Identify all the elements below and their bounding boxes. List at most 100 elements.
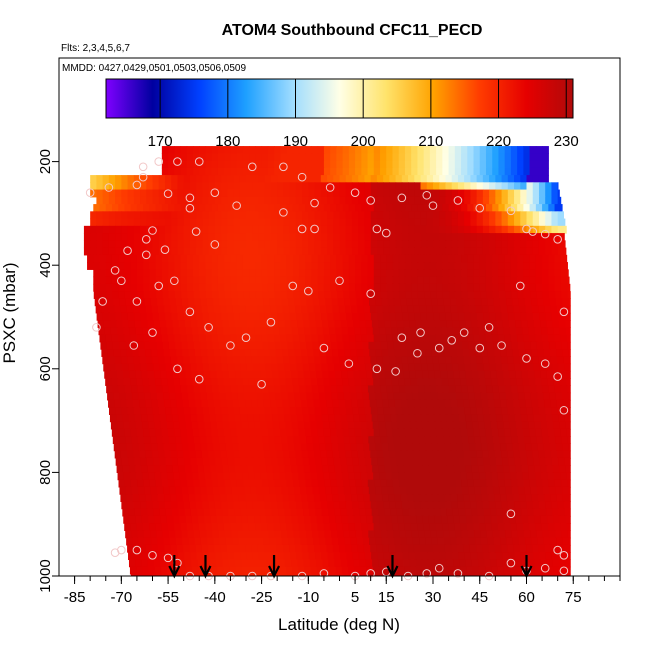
heatmap-cell: [376, 544, 384, 553]
heatmap-cell: [547, 421, 555, 430]
heatmap-cell: [346, 414, 354, 423]
heatmap-cell: [160, 465, 168, 473]
heatmap-cell: [311, 204, 319, 212]
heatmap-cell: [186, 262, 194, 270]
heatmap-cell: [193, 385, 201, 394]
heatmap-cell: [96, 218, 104, 227]
heatmap-cell: [216, 515, 224, 524]
heatmap-cell: [161, 276, 169, 285]
heatmap-cell: [497, 566, 505, 575]
heatmap-cell: [503, 566, 511, 575]
heatmap-cell: [568, 392, 571, 401]
heatmap-cell: [233, 189, 241, 198]
heatmap-cell: [260, 566, 268, 575]
heatmap-cell: [124, 385, 132, 394]
heatmap-cell: [185, 421, 193, 430]
heatmap-cell: [208, 196, 216, 205]
heatmap-cell: [286, 283, 294, 292]
heatmap-cell: [392, 334, 400, 343]
heatmap-cell: [491, 472, 499, 481]
heatmap-cell: [544, 544, 552, 553]
heatmap-cell: [219, 349, 227, 357]
heatmap-cell: [428, 515, 436, 524]
heatmap-cell: [349, 530, 357, 539]
heatmap-cell: [316, 327, 324, 336]
heatmap-cell: [559, 465, 566, 473]
heatmap-cell: [459, 559, 467, 568]
heatmap-cell: [325, 392, 333, 401]
heatmap-cell: [472, 515, 480, 524]
heatmap-cell: [162, 479, 169, 488]
heatmap-cell: [308, 182, 316, 191]
heatmap-cell: [263, 305, 271, 314]
heatmap-cell: [294, 486, 301, 495]
heatmap-cell: [551, 247, 559, 256]
heatmap-cell: [133, 407, 141, 415]
heatmap-cell: [291, 559, 298, 568]
x-tick-label: -40: [204, 589, 226, 606]
heatmap-cell: [436, 291, 444, 299]
heatmap-cell: [467, 167, 475, 176]
heatmap-cell: [214, 501, 222, 510]
heatmap-cell: [148, 515, 156, 524]
heatmap-cell: [118, 334, 125, 343]
heatmap-cell: [557, 450, 565, 459]
heatmap-cell: [395, 450, 403, 459]
heatmap-cell: [434, 414, 441, 423]
heatmap-cell: [177, 196, 185, 205]
heatmap-cell: [561, 436, 569, 444]
heatmap-cell: [212, 486, 220, 495]
heatmap-cell: [503, 465, 510, 473]
heatmap-cell: [429, 523, 437, 532]
heatmap-cell: [467, 153, 475, 162]
heatmap-cell: [383, 189, 390, 198]
heatmap-cell: [115, 182, 122, 191]
heatmap-cell: [320, 247, 328, 256]
heatmap-cell: [369, 494, 377, 503]
heatmap-cell: [214, 175, 222, 183]
x-tick-label: -10: [297, 589, 319, 606]
heatmap-cell: [517, 283, 524, 292]
heatmap-cell: [423, 283, 431, 292]
heatmap-cell: [301, 544, 309, 553]
heatmap-cell: [105, 334, 113, 343]
heatmap-cell: [341, 327, 349, 336]
heatmap-cell: [348, 472, 356, 481]
heatmap-cell: [304, 566, 312, 575]
heatmap-cell: [426, 305, 433, 314]
heatmap-cell: [302, 240, 309, 249]
heatmap-cell: [566, 327, 571, 336]
heatmap-cell: [534, 515, 542, 524]
heatmap-cell: [268, 291, 276, 299]
heatmap-cell: [111, 262, 119, 270]
heatmap-cell: [262, 436, 270, 444]
heatmap-cell: [212, 341, 220, 350]
heatmap-cell: [280, 153, 288, 162]
heatmap-cell: [425, 443, 433, 452]
heatmap-cell: [385, 378, 393, 386]
heatmap-cell: [528, 421, 536, 430]
heatmap-cell: [246, 211, 253, 220]
heatmap-cell: [198, 327, 206, 336]
heatmap-cell: [470, 240, 478, 249]
heatmap-cell: [300, 349, 308, 357]
heatmap-cell: [370, 182, 378, 191]
heatmap-cell: [420, 240, 428, 249]
heatmap-cell: [385, 472, 393, 481]
heatmap-cell: [543, 443, 551, 452]
heatmap-cell: [179, 327, 187, 336]
heatmap-cell: [396, 414, 404, 423]
heatmap-cell: [93, 204, 101, 212]
heatmap-cell: [148, 327, 156, 336]
heatmap-cell: [301, 399, 309, 408]
heatmap-cell: [351, 356, 359, 365]
heatmap-cell: [512, 537, 520, 546]
heatmap-cell: [199, 530, 207, 539]
heatmap-cell: [352, 363, 360, 372]
heatmap-cell: [211, 153, 219, 162]
heatmap-cell: [293, 479, 300, 488]
heatmap-cell: [243, 385, 251, 394]
heatmap-cell: [130, 276, 138, 285]
heatmap-cell: [163, 392, 171, 401]
heatmap-cell: [562, 392, 569, 401]
